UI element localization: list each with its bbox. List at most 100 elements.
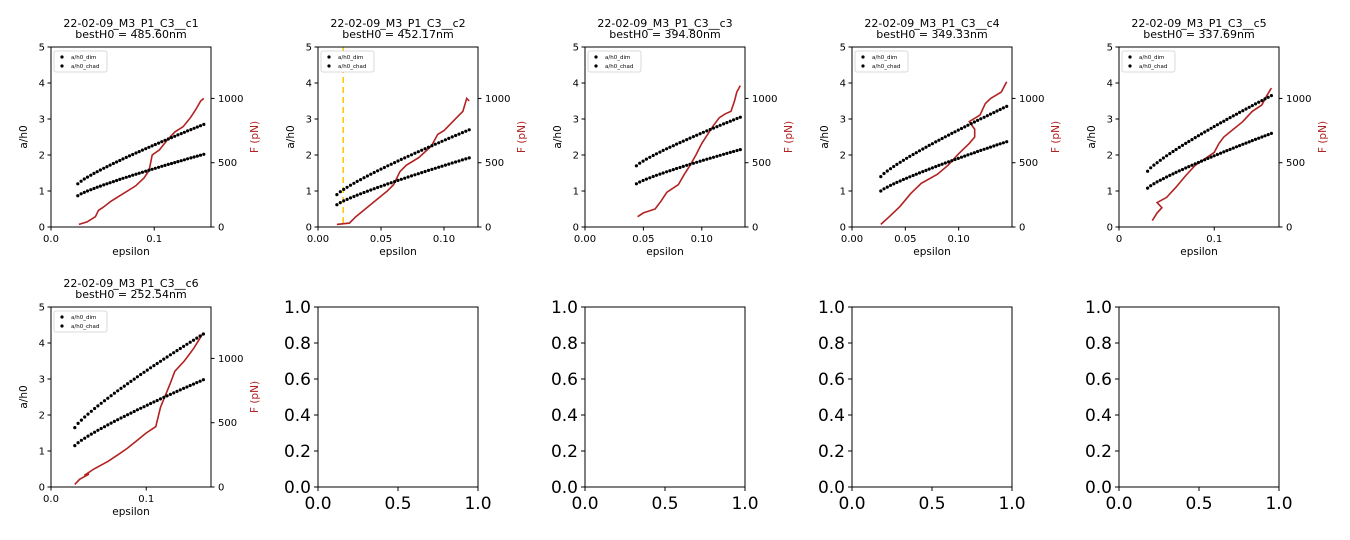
data-point (898, 179, 902, 183)
y-tick-label: 5 (39, 303, 45, 314)
y-tick-label: 5 (306, 43, 312, 54)
y-tick-label: 2 (1107, 151, 1113, 162)
data-point (969, 152, 973, 156)
data-point (201, 332, 205, 336)
data-point (403, 156, 407, 160)
data-point (658, 172, 662, 176)
subplot-9: 0.0 0.2 0.4 0.6 0.8 1.0 0.0 0.5 1.0 (818, 298, 1026, 514)
data-point (155, 398, 159, 403)
y2-axis-label: F (pN) (783, 121, 795, 153)
data-point (195, 381, 199, 385)
force-curve (74, 332, 205, 485)
data-point (139, 372, 143, 377)
data-point (102, 425, 107, 429)
data-point (735, 148, 739, 153)
data-point (178, 346, 182, 351)
data-point (157, 165, 161, 169)
data-point (1177, 169, 1181, 173)
data-point (172, 391, 176, 395)
legend: a/h0_dim a/h0_chad (53, 50, 108, 73)
data-point (198, 153, 203, 157)
data-point (1001, 106, 1006, 110)
data-point (355, 193, 359, 197)
y-tick-label: 4 (306, 79, 312, 90)
data-point (1241, 109, 1245, 113)
data-point (115, 160, 119, 164)
y2-tick-label: 0 (218, 483, 224, 494)
y-tick-label: 3 (1107, 115, 1113, 126)
data-point (106, 396, 110, 400)
y-tick-label: 0.4 (818, 406, 845, 426)
y-axis-label: a/h0 (1086, 125, 1098, 148)
subplot-subtitle: bestH0 = 394.80nm (609, 28, 720, 41)
data-point (82, 190, 86, 194)
data-point (393, 161, 397, 165)
data-point (464, 129, 468, 133)
x-tick-label: 0.1 (1206, 234, 1222, 245)
data-point (718, 123, 722, 127)
data-point (998, 142, 1002, 146)
data-point (352, 181, 356, 185)
data-point (982, 115, 986, 119)
data-point (661, 148, 665, 152)
data-point (102, 399, 107, 403)
y2-tick-label: 0 (1286, 223, 1292, 234)
data-point (348, 183, 353, 187)
y2-tick-label: 500 (218, 158, 237, 169)
y-tick-label: 0.6 (284, 370, 311, 390)
data-point (440, 164, 444, 168)
legend-marker (861, 55, 865, 59)
data-point (376, 185, 380, 190)
data-point (959, 155, 964, 159)
data-point (1171, 149, 1175, 154)
y2-tick-label: 1000 (1019, 94, 1044, 105)
y2-tick-label: 1000 (485, 94, 510, 105)
x-tick-label: 0.5 (384, 494, 411, 514)
subplot-title: 22-02-09_M3_P1_C3__c1 (63, 17, 198, 30)
data-point (129, 411, 133, 415)
data-point (121, 157, 125, 161)
data-point (109, 421, 113, 425)
data-point (934, 165, 938, 169)
data-point (972, 120, 977, 124)
data-point (1209, 155, 1213, 159)
data-point (1187, 165, 1191, 169)
y-tick-label: 0.4 (1085, 406, 1112, 426)
data-point (911, 173, 915, 178)
data-point (1234, 145, 1239, 149)
data-point (1219, 121, 1223, 125)
data-point (979, 117, 983, 121)
y-tick-label: 5 (39, 43, 45, 54)
y-tick-label: 0 (306, 223, 312, 234)
data-point (176, 160, 180, 164)
data-point (99, 401, 103, 405)
data-point (927, 143, 931, 147)
data-point (112, 419, 116, 423)
data-point (648, 176, 652, 180)
data-point (79, 179, 83, 183)
data-point (153, 166, 157, 170)
data-point (1266, 95, 1270, 99)
y2-tick-label: 0 (1019, 223, 1025, 234)
x-tick-label: 0 (1116, 234, 1122, 245)
data-point (342, 199, 346, 203)
data-point (89, 188, 93, 192)
data-point (460, 158, 464, 162)
data-point (369, 188, 373, 192)
data-point (1174, 147, 1178, 152)
x-axis-label: epsilon (1180, 246, 1218, 258)
data-point (718, 153, 722, 157)
y-tick-label: 0.6 (1085, 370, 1112, 390)
data-point (1269, 94, 1273, 98)
data-point (106, 423, 110, 427)
data-point (1231, 114, 1235, 118)
y2-tick-label: 1000 (1286, 94, 1311, 105)
data-point (76, 441, 80, 445)
data-point (1266, 133, 1270, 137)
subplot-title: 22-02-09_M3_P1_C3__c5 (1131, 17, 1266, 30)
data-point (1005, 104, 1009, 108)
data-point (1253, 102, 1258, 106)
x-axis-label: epsilon (379, 246, 417, 258)
data-point (937, 163, 941, 167)
